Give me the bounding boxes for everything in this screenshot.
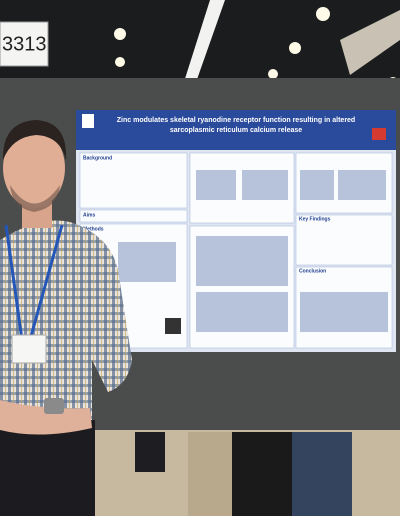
section-heading: Aims: [83, 212, 95, 218]
person-legs: [135, 432, 165, 472]
figure: [300, 292, 388, 332]
hair: [2, 120, 67, 160]
panel: [79, 152, 188, 209]
figure: [196, 236, 288, 286]
person-legs: [292, 432, 352, 516]
light: [289, 42, 301, 54]
person-legs: [188, 432, 233, 516]
figure: [196, 170, 236, 200]
section-heading: Key Findings: [299, 216, 331, 222]
section-heading: Conclusion: [299, 268, 326, 274]
figure: [242, 170, 288, 200]
arms: [0, 400, 92, 435]
figure: [300, 170, 334, 200]
logo: [372, 128, 386, 140]
panel: [295, 214, 393, 266]
poster-figures: [118, 170, 388, 334]
light: [316, 7, 330, 21]
presenter: [0, 120, 132, 516]
poster-title-band: [76, 110, 396, 150]
name-badge: [11, 334, 47, 364]
ceiling-light-strip: [183, 0, 225, 85]
light: [115, 57, 125, 67]
booth-sign: [0, 21, 49, 67]
uni-crest: [82, 114, 94, 128]
booth-number: 3313: [2, 33, 47, 55]
section-heading: Background: [83, 155, 112, 161]
beard: [10, 185, 60, 212]
figure: [118, 242, 176, 282]
section-heading: Methods: [83, 226, 104, 232]
poster-title: Zinc modulates skeletal ryanodine recept…: [117, 117, 355, 124]
panel: [79, 209, 188, 223]
lanyard: [4, 224, 64, 341]
person-legs: [232, 432, 292, 516]
watch: [44, 398, 64, 414]
light: [114, 28, 126, 40]
background-people: [135, 432, 352, 516]
poster-title: sarcoplasmic reticulum calcium release: [170, 127, 302, 134]
figure: [196, 292, 288, 332]
figure: [338, 170, 386, 200]
ceiling-beam: [340, 10, 400, 75]
qr-code: [165, 318, 181, 334]
face: [3, 128, 65, 208]
light: [268, 69, 278, 79]
trousers: [0, 420, 95, 516]
